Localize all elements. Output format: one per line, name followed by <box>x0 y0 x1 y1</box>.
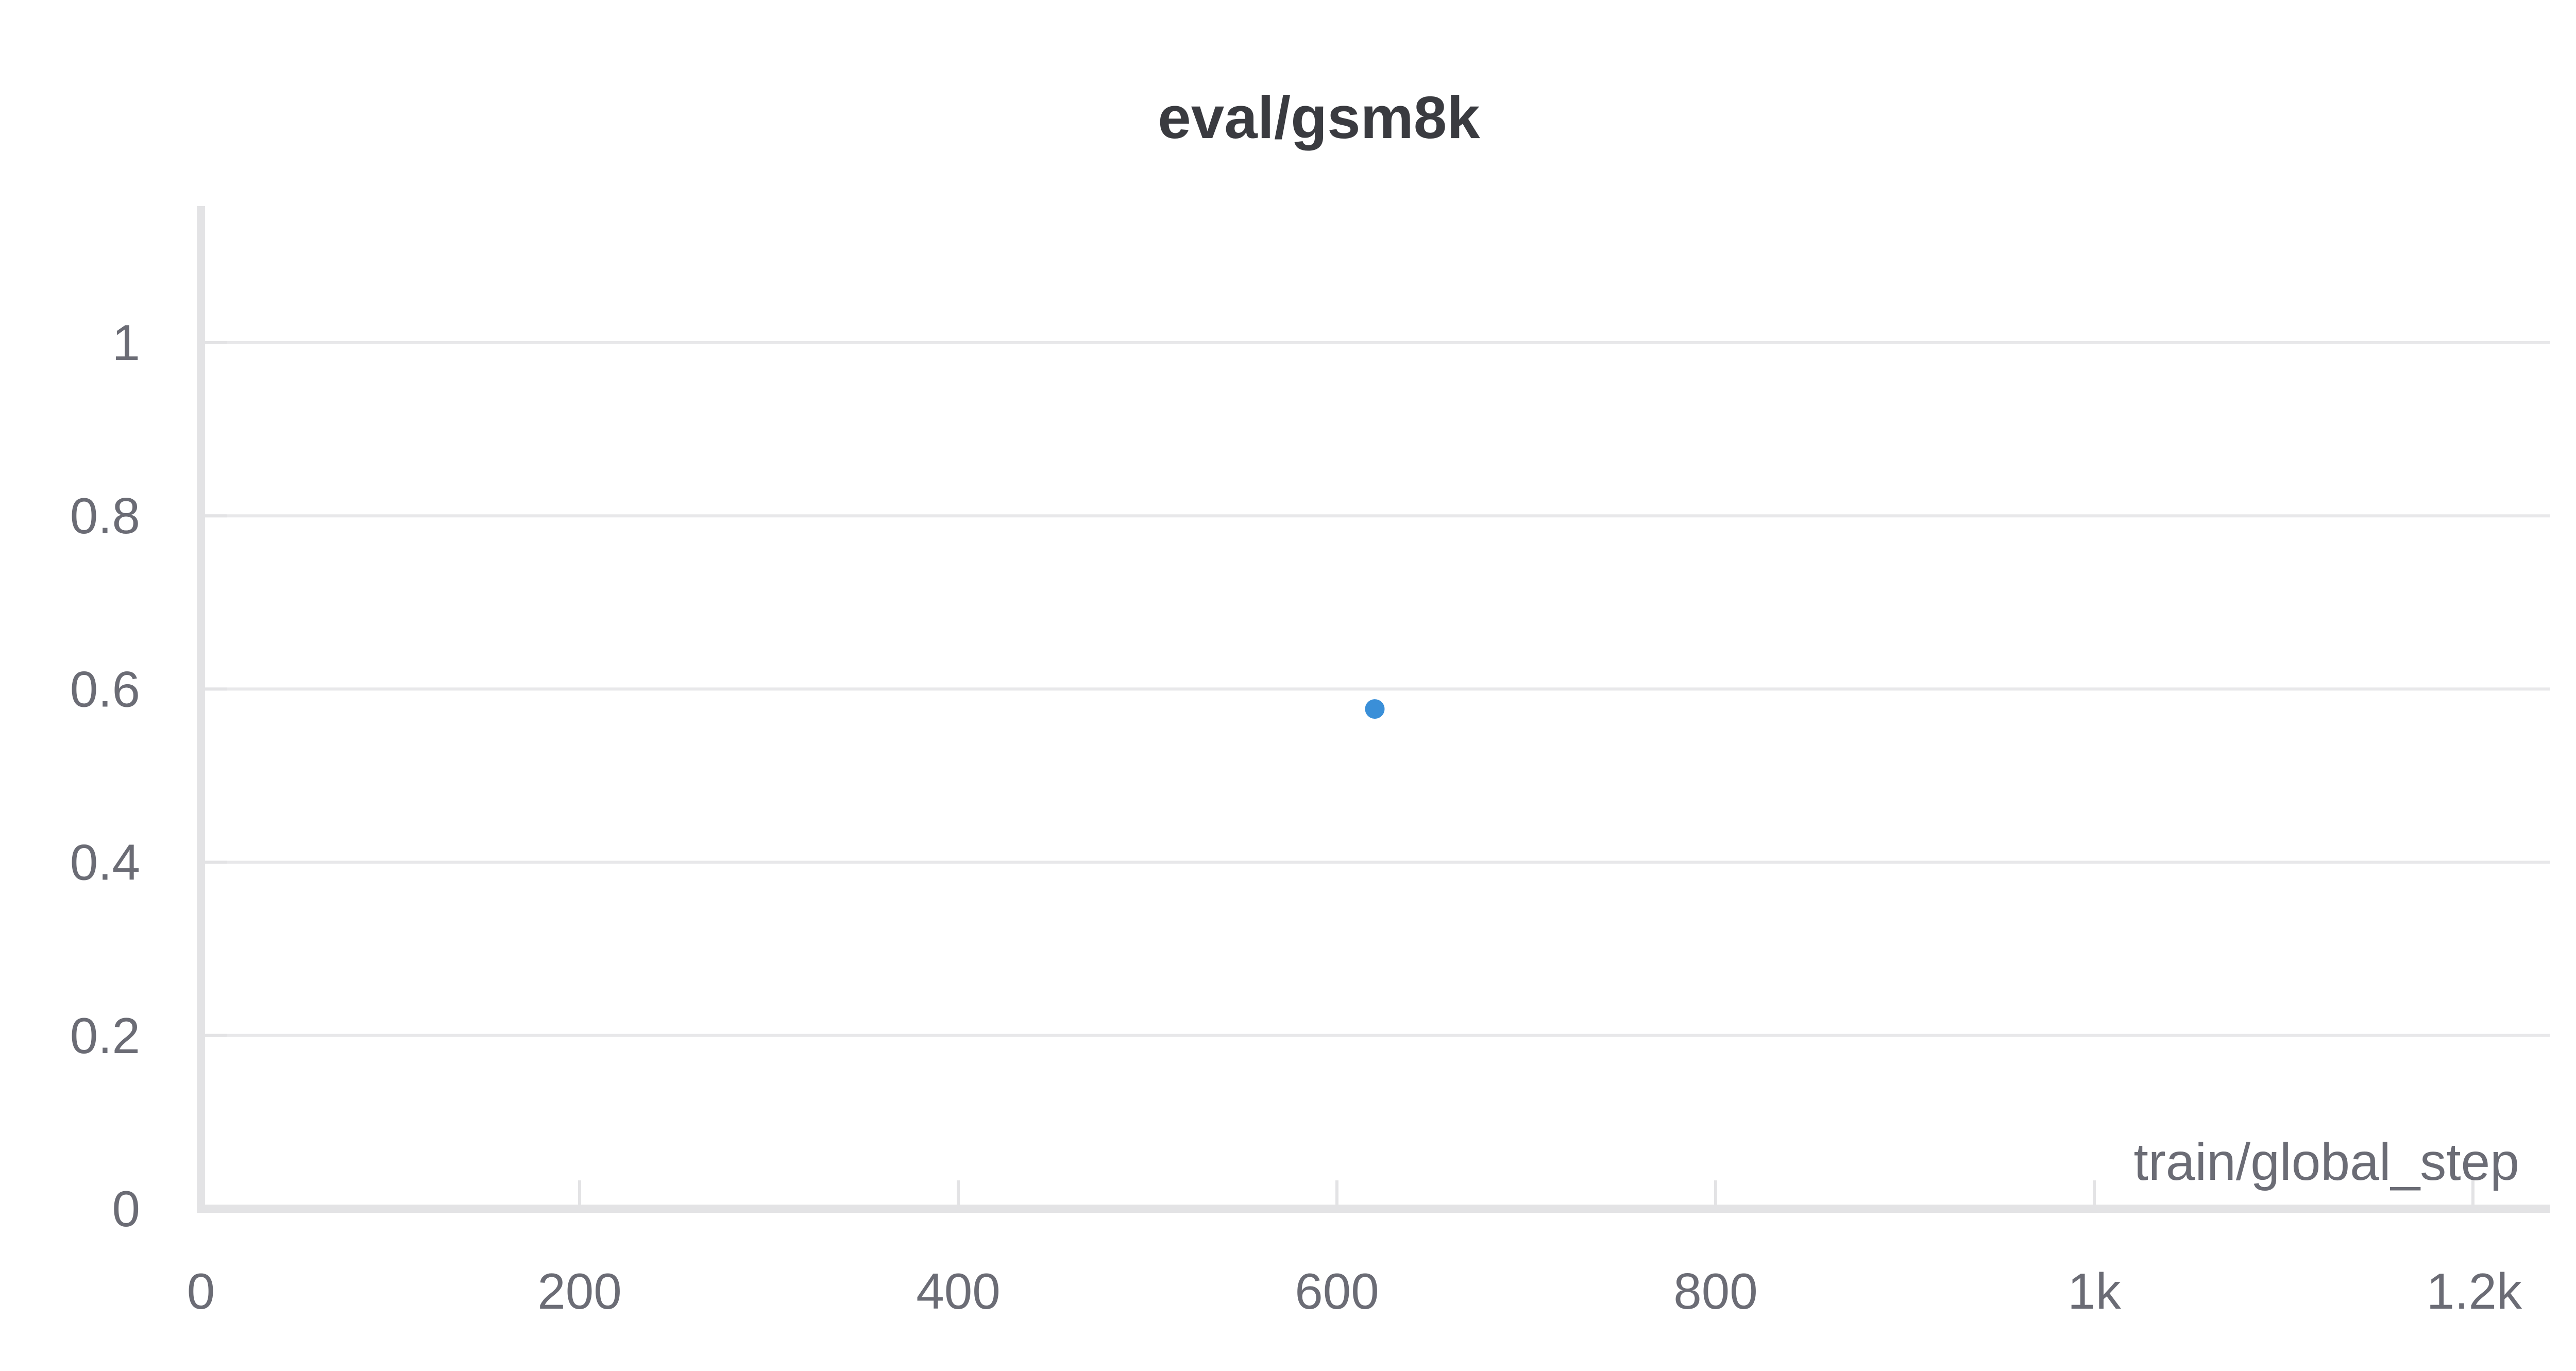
x-tick-label: 0 <box>187 1263 215 1319</box>
y-tick-label: 1 <box>112 314 140 371</box>
y-tick-label: 0.8 <box>70 487 140 544</box>
y-tick-label: 0.6 <box>70 661 140 717</box>
x-tick-label: 400 <box>916 1263 1001 1319</box>
x-axis-label: train/global_step <box>2133 1132 2519 1191</box>
points-layer <box>1365 699 1385 719</box>
x-tick-label: 1.2k <box>2427 1263 2522 1319</box>
x-tick-label: 1k <box>2067 1263 2122 1319</box>
axis-layer <box>197 206 2550 1213</box>
y-tick-label: 0.2 <box>70 1007 140 1064</box>
x-tick-label: 800 <box>1673 1263 1758 1319</box>
x-tick-label: 600 <box>1295 1263 1379 1319</box>
y-tick-label: 0 <box>112 1180 140 1237</box>
data-point <box>1365 699 1385 719</box>
y-tick-label: 0.4 <box>70 834 140 891</box>
tick-layer: 0 0.2 0.4 0.6 0.8 1 0 200 400 600 800 1k 1.2k <box>70 314 2522 1319</box>
x-tick-label: 200 <box>537 1263 622 1319</box>
chart-title: eval/gsm8k <box>1158 84 1480 151</box>
grid-layer <box>201 341 2550 1037</box>
